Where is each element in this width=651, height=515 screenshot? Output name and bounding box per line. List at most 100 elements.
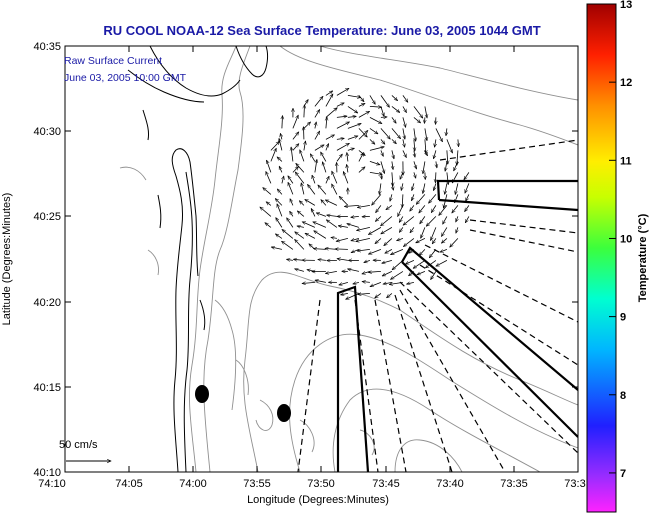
current-vector	[369, 147, 384, 151]
current-vector	[347, 164, 348, 173]
current-vectors	[260, 87, 470, 300]
current-vector	[362, 282, 370, 283]
colorbar-label: Temperature (°C)	[637, 213, 649, 302]
current-vector	[456, 216, 458, 222]
current-vector	[358, 103, 365, 107]
current-vector	[369, 106, 382, 107]
current-vector	[337, 259, 348, 261]
current-vector	[445, 161, 447, 171]
current-vector	[399, 172, 404, 179]
colorbar-tick-label: 10	[620, 233, 632, 245]
current-vector	[315, 122, 316, 129]
current-vector	[380, 161, 385, 173]
current-vector	[305, 199, 316, 206]
x-tick-label: 74:00	[179, 478, 207, 490]
current-vector	[392, 260, 404, 269]
current-vector	[392, 183, 394, 190]
current-vector	[425, 150, 428, 155]
current-vector	[322, 162, 327, 173]
current-vector	[336, 102, 344, 107]
current-vector	[372, 194, 382, 205]
current-vector	[403, 128, 405, 139]
current-vector	[297, 226, 304, 227]
current-vector	[314, 249, 326, 250]
current-vector	[263, 188, 272, 195]
current-vector	[464, 216, 470, 222]
current-vector	[421, 227, 426, 238]
current-vector	[423, 161, 426, 173]
current-vector	[327, 215, 337, 216]
current-vector	[275, 234, 283, 239]
current-vector	[265, 223, 272, 228]
current-vector	[402, 194, 403, 207]
current-vector	[318, 259, 326, 260]
current-vector	[369, 128, 378, 134]
current-vector	[397, 205, 404, 216]
current-vector	[347, 95, 361, 97]
current-vector	[325, 271, 337, 273]
current-vector	[336, 154, 343, 162]
current-vector	[270, 148, 276, 162]
current-vector	[260, 207, 272, 217]
current-vector	[287, 218, 294, 228]
current-vector	[343, 172, 349, 184]
current-vector	[331, 184, 338, 195]
current-vector	[348, 269, 359, 272]
current-vector	[407, 282, 414, 284]
current-vector	[295, 239, 305, 250]
current-vector	[382, 271, 393, 277]
current-vector	[326, 220, 338, 228]
current-vector	[455, 194, 459, 203]
current-vector	[358, 128, 367, 137]
current-vector	[336, 238, 348, 241]
current-vector	[277, 189, 283, 195]
current-vector	[439, 205, 448, 215]
x-tick-label: 73:45	[372, 478, 400, 490]
current-vector	[424, 106, 427, 118]
current-vector	[456, 227, 458, 233]
current-vector	[435, 139, 436, 147]
current-vector	[347, 116, 356, 117]
current-vector	[413, 117, 421, 123]
current-vector	[325, 108, 337, 118]
current-vector	[413, 106, 423, 118]
current-vector	[375, 216, 382, 221]
current-vector	[347, 148, 355, 150]
current-vector	[291, 147, 293, 162]
current-vector	[292, 132, 299, 140]
current-vector	[369, 117, 382, 124]
current-vector	[381, 216, 393, 226]
current-vector	[379, 183, 381, 194]
current-vector	[389, 282, 403, 284]
current-vector	[381, 172, 382, 179]
current-vector	[401, 183, 403, 190]
current-vector	[288, 176, 294, 184]
current-vector	[368, 271, 381, 272]
y-tick-label: 40:10	[33, 467, 61, 479]
current-vector	[336, 138, 344, 139]
current-vector	[405, 260, 415, 265]
current-vector	[280, 133, 282, 140]
current-vector	[305, 232, 316, 239]
current-vector	[391, 271, 404, 279]
current-vector	[351, 238, 360, 240]
x-tick-label: 73:50	[307, 478, 335, 490]
current-vector	[278, 166, 282, 173]
current-vector	[266, 202, 272, 206]
current-vector	[314, 144, 324, 151]
current-vector	[358, 110, 370, 118]
current-vector	[376, 205, 382, 212]
current-vector	[347, 106, 358, 113]
current-vector	[282, 229, 294, 239]
current-vector	[318, 185, 327, 195]
current-vector	[295, 172, 305, 184]
current-vector	[423, 183, 426, 193]
current-vector	[440, 249, 448, 252]
colorbar-tick-label: 8	[620, 390, 626, 402]
current-vector	[402, 106, 407, 112]
current-vector	[326, 117, 327, 129]
current-vector	[424, 128, 427, 140]
current-vector	[385, 249, 393, 254]
current-vector	[275, 199, 283, 206]
current-vector	[320, 152, 327, 162]
